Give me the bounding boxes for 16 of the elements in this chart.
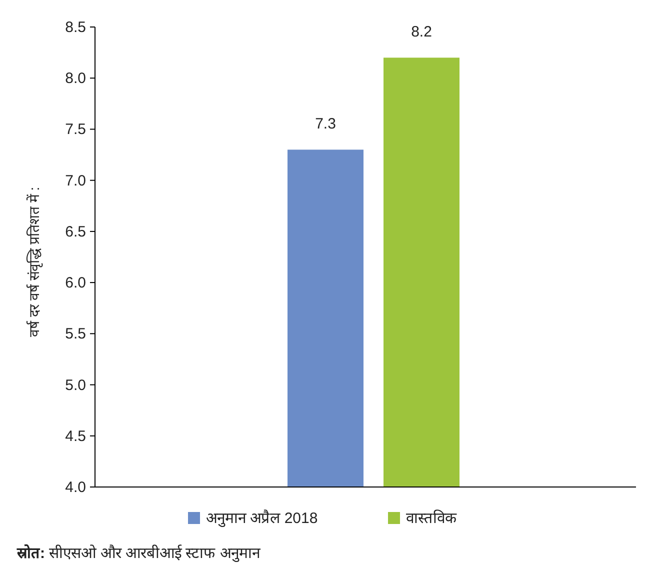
data-label: 7.3 [315, 116, 336, 133]
text: स्रोत: सीएसओ और आरबीआई स्टाफ अनुमान [16, 544, 261, 563]
legend-label: अनुमान अप्रैल 2018 [206, 509, 318, 528]
y-tick-label: 6.0 [65, 274, 86, 292]
y-tick-label: 5.0 [65, 376, 86, 394]
y-tick-label: 8.0 [65, 70, 86, 88]
y-tick-label: 6.5 [65, 223, 86, 240]
y-tick-label: 7.5 [65, 121, 86, 138]
y-axis-title: वर्ष दर वर्ष संवृद्धि प्रतिशत में : [26, 186, 43, 338]
y-tick-label: 8.5 [65, 19, 86, 36]
legend-label: वास्तविक [406, 509, 457, 527]
y-tick-label: 5.5 [65, 326, 86, 343]
data-label: 8.2 [411, 24, 432, 41]
y-tick-label: 7.0 [65, 172, 86, 190]
y-tick-label: 4.5 [65, 428, 86, 445]
y-tick-label: 4.0 [65, 479, 86, 496]
